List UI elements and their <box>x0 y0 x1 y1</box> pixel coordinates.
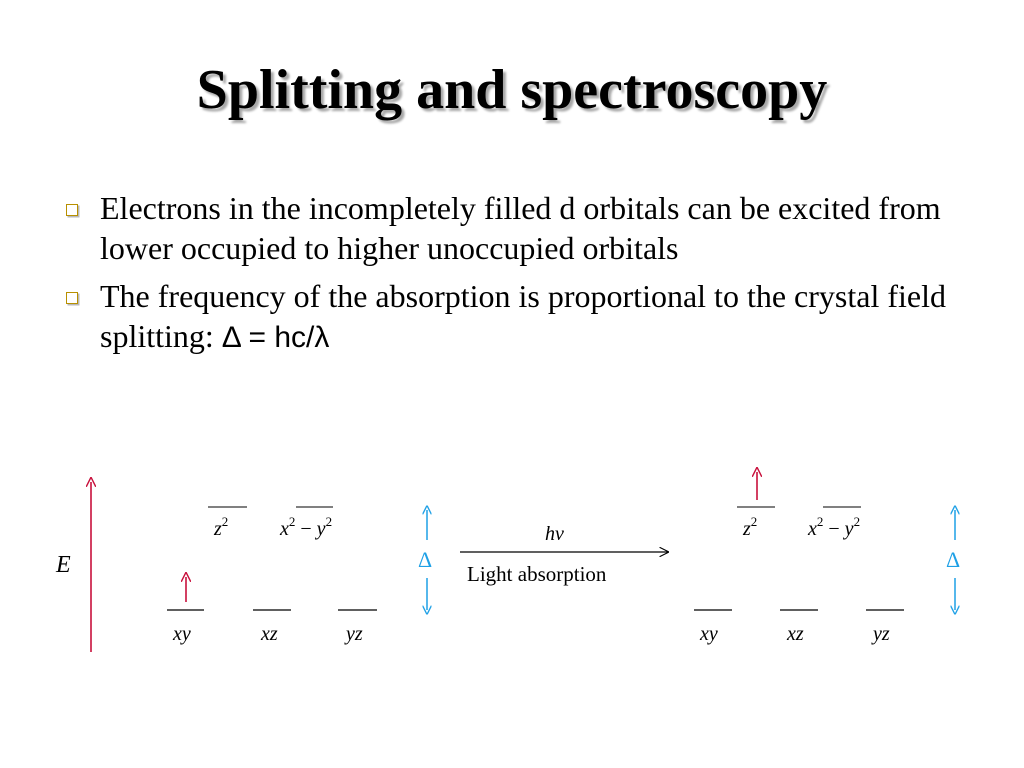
delta-label-right: Δ <box>946 547 960 572</box>
bullet-item: The frequency of the absorption is propo… <box>60 276 980 358</box>
square-bullet-icon <box>66 204 78 216</box>
square-bullet-icon <box>66 292 78 304</box>
orbital-label-xy-right: xy <box>699 623 718 645</box>
slide-title: Splitting and spectroscopy <box>196 59 828 121</box>
splitting-formula: Δ = hc/λ <box>221 321 330 354</box>
orbital-label-xz-right: xz <box>786 623 804 645</box>
orbital-label-z2-right: z2 <box>742 514 757 540</box>
bullet-text: The frequency of the absorption is propo… <box>100 278 946 354</box>
orbital-label-yz-left: yz <box>344 623 363 645</box>
energy-label: E <box>55 552 71 578</box>
photon-energy-label: hν <box>545 523 564 545</box>
bullet-text: Electrons in the incompletely filled d o… <box>100 190 941 266</box>
orbital-label-x2y2-left: x2 − y2 <box>279 514 332 540</box>
orbital-label-xy-left: xy <box>172 623 191 645</box>
bullet-item: Electrons in the incompletely filled d o… <box>60 188 980 268</box>
orbital-label-xz-left: xz <box>260 623 278 645</box>
light-absorption-label: Light absorption <box>467 562 607 586</box>
orbital-label-yz-right: yz <box>871 623 890 645</box>
orbital-label-z2-left: z2 <box>213 514 228 540</box>
orbital-label-x2y2-right: x2 − y2 <box>807 514 860 540</box>
bullet-list: Electrons in the incompletely filled d o… <box>60 188 980 366</box>
delta-label-left: Δ <box>418 547 432 572</box>
